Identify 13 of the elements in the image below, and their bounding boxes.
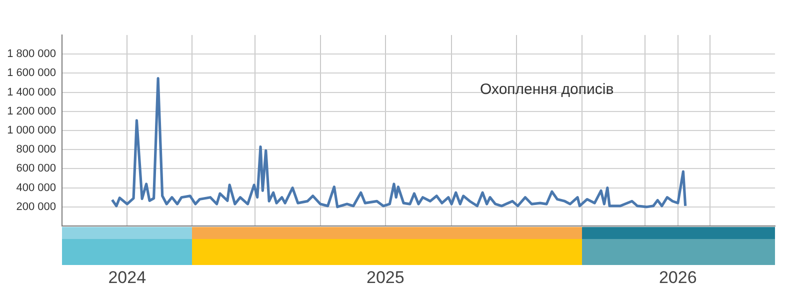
y-tick-label: 800 000	[16, 144, 56, 156]
y-tick-label: 1 400 000	[7, 86, 56, 98]
y-tick-label: 1 600 000	[7, 67, 56, 80]
y-tick-label: 600 000	[16, 162, 56, 175]
x-tick-label: 2024	[108, 268, 146, 287]
x-tick-label: 2025	[366, 268, 404, 287]
y-tick-label: 1 200 000	[7, 105, 56, 118]
y-tick-label: 1 000 000	[7, 124, 56, 137]
y-tick-label: 1 800 000	[7, 48, 56, 60]
text: Охоплення дописів	[480, 81, 614, 98]
y-tick-label: 200 000	[16, 200, 56, 213]
y-tick-label: 400 000	[16, 182, 56, 194]
x-tick-label: 2026	[658, 268, 697, 287]
